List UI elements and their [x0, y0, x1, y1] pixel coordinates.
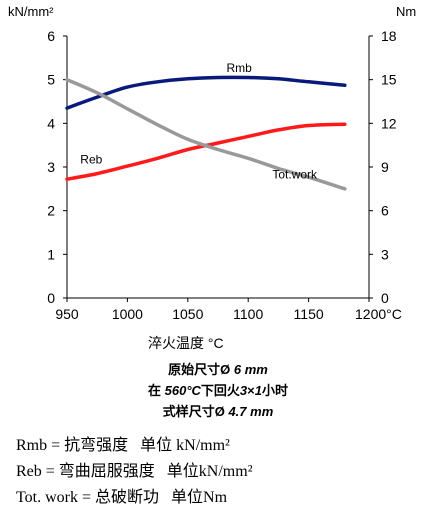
caption-line-2-hours: 1 [254, 383, 262, 398]
legend-totwork: Tot. work = 总破断功 单位Nm [16, 489, 228, 506]
left-axis-title: kN/mm² [8, 4, 54, 19]
y-tick-label: 3 [47, 159, 55, 175]
rmb-line [65, 75, 347, 110]
y-right-tick-label: 3 [381, 246, 389, 262]
x-tick-label: 1000 [112, 306, 143, 322]
y-right-tick-label: 12 [381, 115, 397, 131]
y-tick-label: 4 [47, 115, 55, 131]
annotation-reb: Reb [80, 153, 102, 167]
x-tick-label: 950 [55, 306, 79, 322]
annotation-totwork: Tot.work [272, 168, 318, 182]
legend-reb: Reb = 弯曲屈服强度 单位kN/mm² [16, 463, 253, 480]
totwork-line [65, 77, 347, 191]
caption-line-2-mid1: 下回火 [200, 383, 240, 398]
caption-line-2-prefix: 在 [148, 383, 165, 398]
chart-series [65, 75, 347, 191]
y-right-tick-label: 15 [381, 72, 397, 88]
y-tick-label: 2 [47, 203, 55, 219]
x-tick-label: 1100 [233, 306, 263, 322]
caption-line-1-text: 原始尺寸Ø [168, 362, 234, 377]
y-right-tick-label: 6 [381, 203, 389, 219]
y-tick-label: 1 [47, 246, 55, 262]
y-tick-label: 5 [47, 72, 55, 88]
y-tick-label: 6 [47, 28, 55, 44]
caption-line-2-times: × [247, 383, 255, 398]
x-axis-title: 淬火温度 °C [148, 335, 224, 351]
x-tick-label: 1150 [294, 306, 324, 322]
legend-rmb: Rmb = 抗弯强度 单位 kN/mm² [16, 437, 230, 454]
chart-annotations: Rmb Reb Tot.work [80, 61, 318, 182]
caption-line-2: 在 560°C下回火3×1小时 [0, 380, 436, 399]
caption-line-1: 原始尺寸Ø 6 mm [0, 359, 436, 378]
y-right-tick-label: 18 [381, 28, 397, 44]
y-right-tick-label: 9 [381, 159, 389, 175]
y-right-tick-label: 0 [381, 290, 389, 306]
caption-line-3: 式样尺寸Ø 4.7 mm [0, 401, 436, 420]
x-tick-label: 1200°C [355, 306, 402, 322]
x-tick-label: 1050 [172, 306, 203, 322]
caption-line-2-count: 3 [239, 383, 248, 398]
annotation-rmb: Rmb [226, 61, 252, 75]
caption-line-3-text: 式样尺寸Ø [162, 404, 229, 419]
y-tick-label: 0 [47, 290, 55, 306]
caption-line-2-temp: 560°C [164, 383, 201, 398]
chart-axes [66, 36, 370, 299]
caption-line-3-value: 4.7 mm [228, 404, 274, 419]
caption-line-2-suffix: 小时 [261, 383, 288, 398]
right-axis-title: Nm [396, 4, 417, 19]
caption-line-1-value: 6 mm [233, 362, 268, 377]
